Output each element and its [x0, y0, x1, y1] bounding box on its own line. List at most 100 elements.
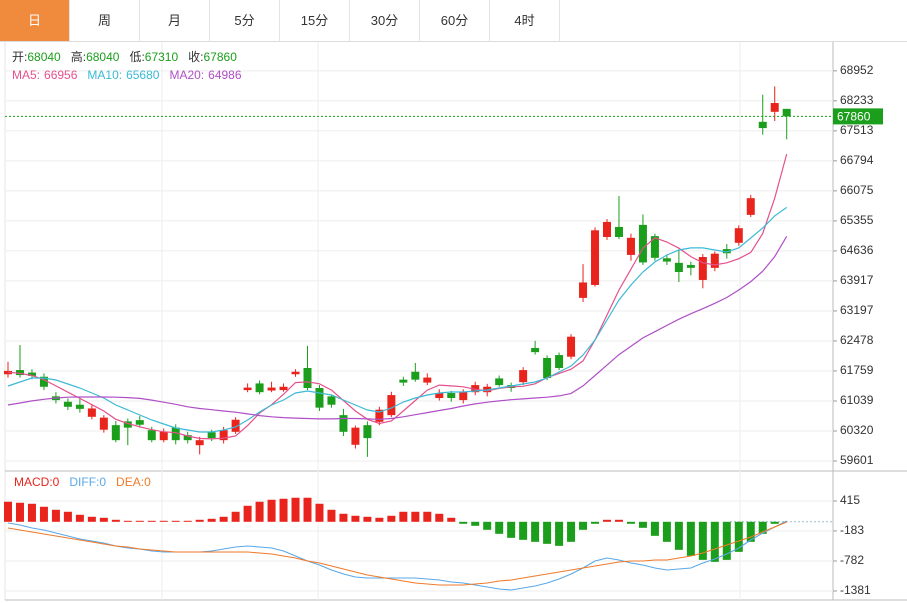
legend-value: 65680	[126, 68, 160, 82]
period-tab[interactable]: 4时	[490, 0, 560, 41]
candle-body	[291, 371, 300, 375]
ma-line	[7, 206, 788, 433]
macd-bar	[447, 517, 456, 522]
candle-body	[626, 237, 635, 255]
legend-label: DIFF:	[69, 475, 99, 489]
macd-bar	[159, 520, 168, 522]
y-tick-label: 68952	[840, 63, 874, 77]
period-tab[interactable]: 30分	[350, 0, 420, 41]
candle-body	[555, 355, 564, 368]
candle-body	[579, 282, 588, 298]
candle-body	[567, 336, 576, 357]
macd-bar	[555, 521, 564, 546]
macd-bar	[483, 521, 492, 530]
candle-body	[758, 121, 767, 129]
macd-bar	[495, 521, 504, 534]
macd-bar	[399, 511, 408, 522]
macd-bar	[459, 521, 468, 524]
macd-bar	[686, 521, 695, 556]
candle-body	[603, 221, 611, 237]
legend: MA5: 66956 MA10: 65680 MA20: 64986	[12, 68, 242, 82]
y-tick-label: -1381	[840, 583, 871, 597]
candle-body	[267, 387, 276, 391]
macd-bar	[39, 506, 48, 522]
legend-value: 0	[144, 475, 151, 489]
candle-body	[435, 393, 444, 399]
candle-body	[770, 103, 779, 112]
candle-body	[662, 258, 671, 262]
legend-label: 收:	[188, 50, 203, 64]
macd-bar	[171, 520, 180, 522]
macd-bar	[591, 521, 600, 524]
candle-body	[75, 404, 84, 409]
ma-line	[7, 235, 788, 420]
macd-bar	[567, 521, 576, 542]
macd-bar	[746, 521, 755, 542]
macd-bar	[507, 521, 516, 538]
candle-body	[543, 357, 552, 378]
candle-body	[698, 257, 707, 280]
candle-body	[531, 347, 540, 353]
macd-bar	[435, 513, 444, 522]
macd-bar	[734, 521, 743, 552]
legend: MACD:0 DIFF:0 DEA:0	[14, 475, 151, 489]
macd-bar	[27, 503, 36, 522]
candle-body	[614, 226, 623, 237]
candle-body	[243, 387, 252, 391]
macd-bar	[674, 521, 683, 550]
candle-body	[99, 417, 108, 430]
macd-bar	[195, 519, 204, 522]
candle-body	[183, 435, 192, 441]
period-tab[interactable]: 周	[70, 0, 140, 41]
y-tick-label: 67513	[840, 123, 874, 137]
period-tab[interactable]: 15分	[280, 0, 350, 41]
macd-bar	[303, 497, 312, 522]
macd-bar	[15, 502, 24, 522]
macd-bar	[291, 497, 300, 522]
macd-bar	[531, 521, 540, 542]
macd-bar	[339, 513, 348, 522]
candle-body	[123, 421, 132, 428]
macd-bar	[327, 509, 336, 522]
candle-body	[495, 378, 504, 386]
y-tick-label: 61039	[840, 393, 874, 407]
last-price-label: 67860	[837, 110, 871, 124]
macd-bar	[315, 503, 324, 522]
period-tab[interactable]: 月	[140, 0, 210, 41]
period-tab[interactable]: 日	[0, 0, 70, 41]
candle-body	[686, 264, 695, 268]
macd-bar	[375, 517, 384, 522]
macd-bar	[207, 518, 216, 522]
period-tabs: 日周月 5分 15分 30分 60分 4时	[0, 0, 907, 42]
y-tick-label: 62478	[840, 333, 874, 347]
y-tick-label: 65355	[840, 213, 874, 227]
legend-label: 开:	[12, 50, 27, 64]
legend-value: 68040	[86, 50, 120, 64]
macd-bar	[111, 519, 120, 522]
macd-bar	[231, 511, 240, 522]
candle-body	[519, 370, 528, 383]
macd-bar	[626, 521, 635, 524]
macd-bar	[63, 511, 72, 522]
macd-bar	[603, 519, 611, 522]
y-tick-label: 66075	[840, 183, 874, 197]
candle-body	[27, 372, 36, 376]
macd-bar	[279, 498, 288, 522]
legend-value: 67860	[204, 50, 238, 64]
candle-body	[387, 395, 396, 416]
candle-body	[399, 379, 408, 383]
candle-body	[423, 377, 432, 383]
macd-bar	[650, 521, 659, 536]
macd-bar	[243, 505, 252, 522]
period-tab[interactable]: 5分	[210, 0, 280, 41]
legend-label: MACD:	[14, 475, 53, 489]
legend-label: MA5:	[12, 68, 40, 82]
macd-bar	[662, 521, 671, 542]
candle-body	[159, 431, 168, 441]
period-tab[interactable]: 60分	[420, 0, 490, 41]
y-tick-label: -183	[840, 523, 864, 537]
y-tick-label: 68233	[840, 93, 874, 107]
candle-body	[734, 228, 743, 243]
macd-bar	[123, 520, 132, 522]
